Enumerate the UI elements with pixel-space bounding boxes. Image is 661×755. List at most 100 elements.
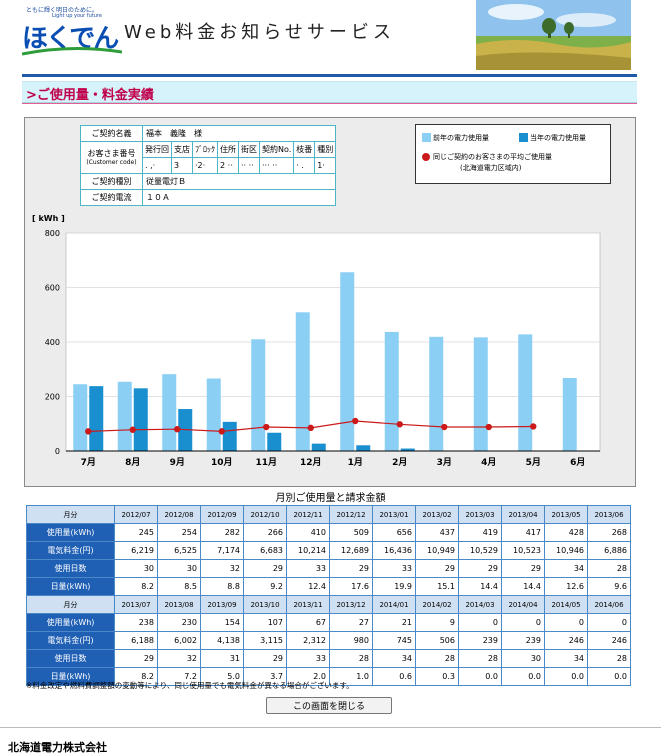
table-cell: 33: [372, 559, 416, 578]
table-cell: 980: [329, 631, 373, 650]
table-cell: 17.6: [329, 577, 373, 596]
table-cell: 8.8: [200, 577, 244, 596]
month-cell: 2013/05: [544, 505, 588, 524]
x-tick-label: 3月: [437, 457, 452, 468]
legend-average-label: 同じご契約のお客さまの平均ご使用量: [433, 153, 552, 161]
table-cell: 0.0: [587, 667, 631, 686]
table-cell: 31: [200, 649, 244, 668]
table-row-charge-prev: 電気料金(円) 6,219 6,525 7,174 6,683 10,214 12,689 1…: [26, 541, 631, 560]
sub-value-issue: . ,·: [142, 157, 172, 174]
table-month-header-prev: 月分 2012/07 2012/08 2012/09 2012/10 2012/11 201…: [26, 505, 631, 524]
table-cell: 9.2: [243, 577, 287, 596]
month-label: 月分: [26, 595, 115, 614]
table-cell: 28: [458, 649, 502, 668]
logo-tagline-en: Light up your future: [52, 13, 102, 19]
table-cell: 0.3: [415, 667, 459, 686]
table-cell: 0.6: [372, 667, 416, 686]
close-window-button[interactable]: この画面を閉じる: [266, 697, 392, 714]
x-tick-label: 10月: [211, 457, 233, 468]
table-title: 月別ご使用量と請求金額: [275, 493, 386, 504]
average-point: [352, 417, 359, 425]
month-cell: 2013/01: [372, 505, 416, 524]
average-point: [396, 421, 403, 428]
logo-tagline: ともに輝く明日のために。: [26, 7, 99, 14]
y-tick-label: 600: [45, 284, 60, 293]
sub-value-branch: 3: [171, 157, 193, 174]
average-point: [307, 424, 314, 432]
contract-current-value: １０Ａ: [141, 189, 337, 206]
table-cell: 246: [544, 631, 588, 650]
bar-prev-year: [162, 374, 177, 451]
bar-prev-year: [251, 339, 266, 451]
legend-prev-label: 前年の電力使用量: [433, 134, 489, 142]
y-tick-label: 200: [45, 393, 60, 402]
contract-type-label: ご契約種別: [80, 173, 143, 190]
row-label-days: 使用日数: [26, 649, 115, 668]
usage-bar-chart: 0 200 400 600 800 [ kWh ] 7月 8月 9月 10月 11月 12月 1月 2月 3…: [32, 214, 601, 468]
table-cell: 10,214: [286, 541, 330, 560]
table-cell: 0.0: [458, 667, 502, 686]
table-row-days-curr: 使用日数 29 32 31 29 33 28 34 28 28 30 34 28: [26, 649, 631, 668]
bar-prev-year: [562, 377, 577, 451]
table-cell: 6,683: [243, 541, 287, 560]
table-cell: 12,689: [329, 541, 373, 560]
x-tick-label: 2月: [392, 457, 407, 468]
table-cell: 0: [458, 613, 502, 632]
average-point: [85, 428, 92, 435]
row-label-daily: 日量(kWh): [26, 577, 115, 596]
x-tick-label: 4月: [481, 457, 496, 468]
month-cell: 2013/03: [458, 505, 502, 524]
table-cell: 245: [114, 523, 158, 542]
table-cell: 268: [587, 523, 631, 542]
table-cell: 10,949: [415, 541, 459, 560]
table-cell: 745: [372, 631, 416, 650]
table-cell: 2,312: [286, 631, 330, 650]
table-cell: 2.0: [286, 667, 330, 686]
table-cell: 437: [415, 523, 459, 542]
table-cell: 0: [587, 613, 631, 632]
contract-current-label: ご契約電流: [80, 189, 143, 206]
bar-this-year: [356, 445, 371, 451]
table-cell: 6,525: [157, 541, 201, 560]
month-cell: 2014/06: [587, 595, 631, 614]
table-cell: 16,436: [372, 541, 416, 560]
average-point: [263, 423, 270, 431]
section-bar: >ご使用量・料金実績: [22, 81, 637, 103]
service-title: Web料金お知らせサービス: [124, 22, 395, 43]
contract-info-table: ご契約名義 福本 義隆 様 お客さま番号 (Customer code) 発行回…: [80, 125, 337, 206]
row-label-usage: 使用量(kWh): [26, 613, 115, 632]
x-tick-label: 9月: [170, 457, 185, 468]
table-cell: 28: [415, 649, 459, 668]
month-cell: 2013/10: [243, 595, 287, 614]
month-cell: 2014/02: [415, 595, 459, 614]
table-cell: 266: [243, 523, 287, 542]
table-cell: 29: [243, 649, 287, 668]
table-cell: 21: [372, 613, 416, 632]
table-cell: 3,115: [243, 631, 287, 650]
month-cell: 2013/02: [415, 505, 459, 524]
footer-divider: [0, 727, 661, 728]
table-cell: 34: [544, 649, 588, 668]
sub-header-type: 種別: [314, 141, 337, 158]
month-cell: 2013/12: [329, 595, 373, 614]
month-cell: 2012/10: [243, 505, 287, 524]
table-cell: 0.0: [544, 667, 588, 686]
table-cell: 0: [544, 613, 588, 632]
y-tick-label: 400: [45, 338, 60, 347]
month-cell: 2012/08: [157, 505, 201, 524]
table-cell: 4,138: [200, 631, 244, 650]
y-tick-label: 800: [45, 229, 60, 238]
table-cell: 506: [415, 631, 459, 650]
sub-value-branch-no: · .: [293, 157, 316, 174]
bar-this-year: [400, 448, 415, 451]
x-tick-label: 12月: [300, 457, 322, 468]
month-cell: 2013/06: [587, 505, 631, 524]
logo-swoosh-icon: [22, 46, 122, 56]
table-cell: 14.4: [458, 577, 502, 596]
x-tick-label: 1月: [348, 457, 363, 468]
bar-this-year: [89, 386, 104, 451]
table-cell: 30: [501, 649, 545, 668]
table-cell: 239: [458, 631, 502, 650]
table-cell: 8.2: [114, 667, 158, 686]
sub-header-branch: 支店: [171, 141, 193, 158]
